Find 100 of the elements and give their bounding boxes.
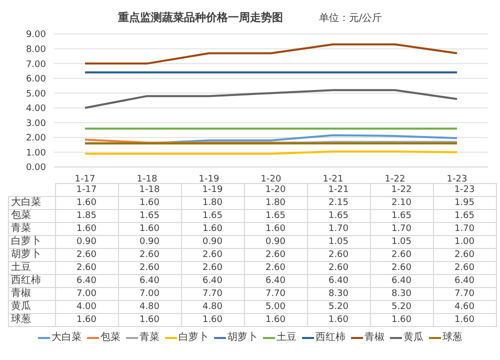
text: 青椒 [11, 288, 31, 299]
data-label: 2.60 [118, 262, 181, 274]
legend-label: 土豆 [276, 332, 296, 344]
y-tick-label: 5.00 [26, 89, 46, 100]
text: 单位：元/公斤 [318, 12, 382, 25]
data-label: 6.40 [55, 274, 118, 288]
data-label: 1.85 [55, 210, 118, 222]
data-label: 6.40 [307, 274, 370, 288]
y-tick-label: 8.00 [26, 44, 46, 55]
text: 包菜 [11, 210, 31, 221]
data-label: 1.70 [433, 222, 496, 236]
category-label: 1-20 [265, 185, 286, 195]
text: 1.65 [454, 211, 475, 221]
text: 1.65 [391, 211, 412, 221]
data-label: 2.60 [181, 262, 244, 274]
data-label: 6.40 [118, 274, 181, 288]
data-label: 6.40 [433, 274, 496, 288]
category-label: 1-21 [328, 185, 349, 195]
data-label: 1.60 [370, 314, 433, 326]
data-label: 4.80 [181, 300, 244, 314]
text: 2.60 [76, 250, 97, 260]
x-tick-label: 1-23 [446, 174, 468, 184]
y-tick-label: 4.00 [26, 104, 46, 114]
text: 胡萝卜 [11, 249, 41, 260]
data-label: 8.30 [307, 288, 370, 300]
data-label: 1.60 [118, 196, 181, 210]
data-label: 2.60 [433, 262, 496, 274]
data-label: 6.40 [244, 274, 307, 288]
legend-label: 球葱 [442, 332, 462, 344]
data-label: 1.65 [181, 210, 244, 222]
x-tick-label: 1-18 [136, 174, 158, 184]
y-tick-label: 0.00 [26, 163, 46, 174]
text: 大白菜 [11, 197, 41, 208]
data-label: 1.80 [244, 196, 307, 210]
data-label: 1.60 [118, 314, 181, 326]
data-label: 1.60 [55, 222, 118, 236]
x-tick-label: 1-22 [384, 174, 406, 184]
data-label: 0.90 [118, 236, 181, 248]
data-label: 2.60 [244, 262, 307, 274]
text: 2.60 [391, 250, 412, 260]
text: 2.60 [328, 250, 349, 260]
legend-label: 黄瓜 [404, 332, 424, 344]
data-label: 1.60 [244, 222, 307, 236]
data-label: 5.20 [370, 300, 433, 314]
data-label: 7.70 [181, 288, 244, 300]
text: 2.60 [454, 250, 475, 260]
text: 黄瓜 [11, 301, 31, 312]
data-label: 6.40 [181, 274, 244, 288]
data-label: 2.60 [55, 262, 118, 274]
x-tick-label: 1-19 [198, 174, 220, 184]
text: 2.60 [202, 250, 223, 260]
line-series [84, 89, 458, 109]
category-label: 1-22 [391, 185, 412, 195]
x-tick-label: 1-21 [322, 174, 344, 184]
data-label: 5.20 [307, 300, 370, 314]
y-tick-label: 1.00 [26, 148, 46, 158]
data-label: 1.60 [181, 314, 244, 326]
data-label: 2.60 [370, 262, 433, 274]
data-label: 7.00 [118, 288, 181, 300]
y-tick-label: 9.00 [26, 30, 46, 40]
category-label: 1-23 [454, 185, 475, 195]
data-label: 1.70 [370, 222, 433, 236]
data-label: 1.60 [307, 314, 370, 326]
category-label: 1-19 [202, 185, 223, 195]
legend-label: 白萝卜 [178, 332, 208, 344]
text: 2.60 [265, 250, 286, 260]
data-label: 1.05 [370, 236, 433, 248]
data-label: 7.70 [244, 288, 307, 300]
data-label: 1.65 [118, 210, 181, 222]
data-label: 2.15 [307, 196, 370, 210]
data-label: 1.60 [181, 222, 244, 236]
x-tick-label: 1-17 [74, 174, 96, 184]
y-tick-label: 6.00 [26, 74, 46, 85]
chart-title: 重点监测蔬菜品种价格一周走势图 [118, 10, 283, 25]
x-tick-label: 1-20 [260, 174, 282, 184]
data-label: 8.30 [370, 288, 433, 300]
data-label: 1.05 [307, 236, 370, 248]
legend-label: 包菜 [100, 332, 120, 344]
data-label: 6.40 [370, 274, 433, 288]
data-label: 1.95 [433, 196, 496, 210]
data-label: 2.10 [370, 196, 433, 210]
data-label: 1.60 [244, 314, 307, 326]
category-label: 1-18 [139, 185, 160, 195]
data-label: 0.90 [55, 236, 118, 248]
data-label: 1.60 [55, 314, 118, 326]
text: 白萝卜 [11, 236, 41, 247]
data-label: 1.70 [307, 222, 370, 236]
data-label: 0.90 [244, 236, 307, 248]
text: 青菜 [11, 223, 31, 234]
data-label: 7.70 [433, 288, 496, 300]
data-label: 4.60 [433, 300, 496, 314]
text: 土豆 [11, 262, 31, 273]
data-label: 1.80 [181, 196, 244, 210]
y-tick-label: 7.00 [26, 60, 46, 70]
data-label: 1.60 [55, 196, 118, 210]
data-label: 2.60 [307, 262, 370, 274]
text: 西红柿 [11, 275, 41, 286]
text: 2.60 [139, 250, 160, 260]
data-label: 1.65 [307, 210, 370, 222]
legend-label: 西红柿 [316, 332, 346, 344]
